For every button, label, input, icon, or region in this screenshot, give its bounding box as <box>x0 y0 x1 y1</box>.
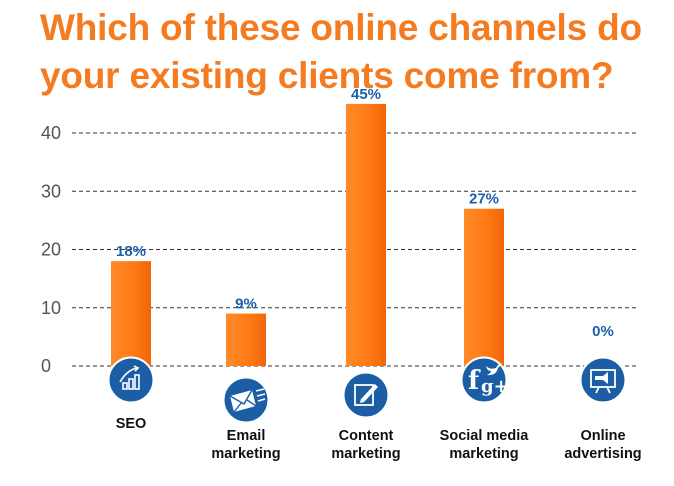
data-label: 9% <box>235 296 257 313</box>
data-label: 27% <box>469 191 499 208</box>
bars <box>111 103 504 366</box>
chart-growth-icon <box>107 356 155 404</box>
edit-document-icon <box>342 371 390 419</box>
category-label: SEO <box>116 416 147 432</box>
svg-text:f: f <box>468 366 481 396</box>
title-line-2: your existing clients come from? <box>40 55 614 96</box>
y-tick-label: 10 <box>41 298 61 318</box>
y-tick-label: 20 <box>41 240 61 260</box>
bar <box>464 208 504 366</box>
data-label: 18% <box>116 243 146 260</box>
category-label: advertising <box>564 446 641 462</box>
category-icons: f g+ <box>107 356 627 424</box>
y-tick-label: 0 <box>41 356 51 376</box>
category-label: Content <box>339 428 394 444</box>
svg-text:g+: g+ <box>481 376 509 397</box>
category-label: Email <box>227 428 266 444</box>
bar <box>346 103 386 366</box>
category-labels: SEO Email marketing Content marketing Social … <box>116 416 642 462</box>
category-label: marketing <box>449 446 518 462</box>
bar <box>111 261 151 366</box>
category-label: marketing <box>211 446 280 462</box>
title-line-1: Which of these online channels do <box>40 7 642 48</box>
billboard-icon <box>579 356 627 404</box>
page-title: Which of these online channels do your e… <box>40 4 670 100</box>
category-label: Online <box>580 428 625 444</box>
y-tick-label: 40 <box>41 123 61 143</box>
y-axis-ticks: 0 10 20 30 40 <box>41 123 61 376</box>
social-media-icon: f g+ <box>460 356 509 404</box>
category-label: Social media <box>440 428 530 444</box>
email-icon <box>222 376 270 424</box>
bar <box>226 313 266 366</box>
data-label: 0% <box>592 323 614 340</box>
data-label: 45% <box>351 86 381 103</box>
data-labels: 18% 9% 45% 27% 0% <box>116 86 614 340</box>
category-label: marketing <box>331 446 400 462</box>
y-tick-label: 30 <box>41 181 61 201</box>
